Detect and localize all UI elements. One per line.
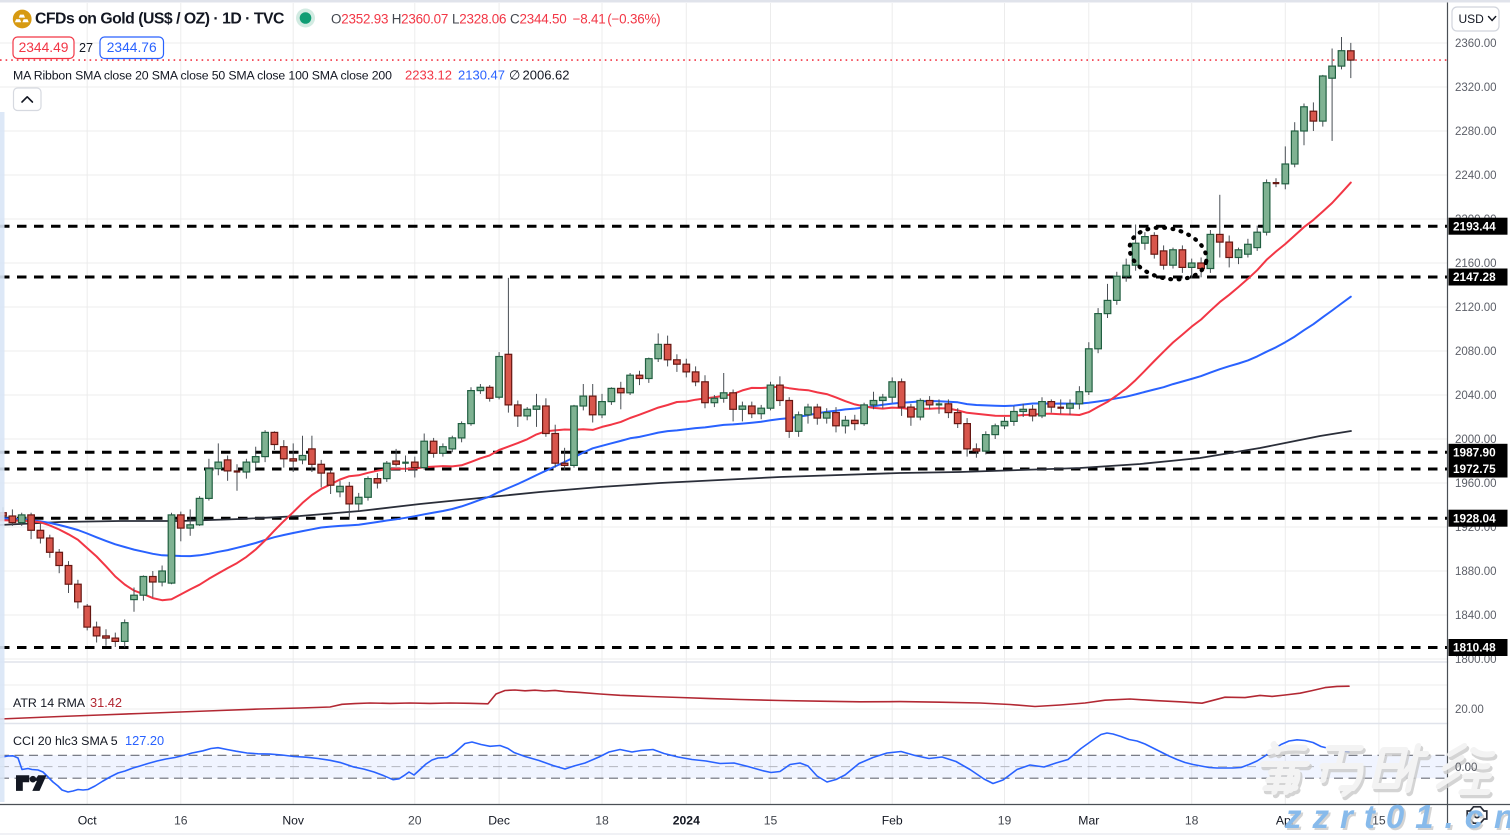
svg-text:1960.00: 1960.00 [1455, 478, 1497, 490]
svg-text:1972.75: 1972.75 [1453, 462, 1496, 476]
svg-text:CCI 20 hlc3 SMA 5: CCI 20 hlc3 SMA 5 [13, 734, 118, 748]
svg-text:Nov: Nov [282, 814, 305, 828]
svg-text:19: 19 [998, 814, 1012, 828]
svg-text:Dec: Dec [488, 814, 510, 828]
svg-text:Oct: Oct [78, 814, 98, 828]
svg-text:0.00: 0.00 [1455, 762, 1477, 774]
svg-text:2000.00: 2000.00 [1455, 434, 1497, 446]
svg-text:2130.47: 2130.47 [458, 68, 505, 83]
svg-text:18: 18 [1185, 814, 1199, 828]
svg-text:CFDs on Gold (US$ / OZ) · 1D ·: CFDs on Gold (US$ / OZ) · 1D · TVC [35, 11, 284, 28]
svg-text:2280.00: 2280.00 [1455, 126, 1497, 138]
svg-text:2320.00: 2320.00 [1455, 82, 1497, 94]
svg-text:2024: 2024 [673, 814, 700, 828]
svg-text:20.00: 20.00 [1455, 704, 1484, 716]
svg-text:2193.44: 2193.44 [1453, 219, 1496, 233]
svg-text:2080.00: 2080.00 [1455, 346, 1497, 358]
svg-text:1880.00: 1880.00 [1455, 566, 1497, 578]
svg-text:15: 15 [764, 814, 778, 828]
svg-text:127.20: 127.20 [125, 733, 164, 748]
svg-text:2147.28: 2147.28 [1453, 270, 1496, 284]
svg-text:2233.12: 2233.12 [405, 68, 452, 83]
svg-text:∅: ∅ [509, 68, 520, 83]
svg-text:20: 20 [408, 814, 422, 828]
svg-text:1810.48: 1810.48 [1453, 641, 1496, 655]
svg-text:18: 18 [595, 814, 609, 828]
svg-text:Mar: Mar [1078, 814, 1099, 828]
svg-text:2040.00: 2040.00 [1455, 390, 1497, 402]
svg-text:1928.04: 1928.04 [1453, 511, 1496, 525]
svg-text:Apr: Apr [1276, 814, 1295, 828]
svg-text:1987.90: 1987.90 [1453, 446, 1496, 460]
svg-text:27: 27 [79, 41, 93, 55]
svg-text:1800.00: 1800.00 [1455, 654, 1497, 666]
svg-text:zzrt01.cn: zzrt01.cn [1284, 798, 1510, 835]
svg-text:2006.62: 2006.62 [523, 68, 570, 83]
svg-text:2344.76: 2344.76 [107, 40, 157, 55]
svg-text:2120.00: 2120.00 [1455, 302, 1497, 314]
svg-text:15: 15 [1372, 814, 1386, 828]
svg-text:USD: USD [1459, 12, 1485, 26]
svg-text:ATR 14 RMA: ATR 14 RMA [13, 696, 86, 710]
svg-text:2160.00: 2160.00 [1455, 258, 1497, 270]
svg-text:2360.00: 2360.00 [1455, 38, 1497, 50]
svg-text:31.42: 31.42 [90, 695, 122, 710]
svg-text:MA Ribbon SMA close 20 SMA clo: MA Ribbon SMA close 20 SMA close 50 SMA … [13, 69, 392, 83]
svg-text:Feb: Feb [882, 814, 903, 828]
svg-text:zzrt01.cn: zzrt01.cn [1286, 800, 1510, 835]
svg-text:1840.00: 1840.00 [1455, 610, 1497, 622]
svg-text:16: 16 [174, 814, 188, 828]
svg-text:2344.49: 2344.49 [19, 40, 69, 55]
svg-text:2240.00: 2240.00 [1455, 170, 1497, 182]
